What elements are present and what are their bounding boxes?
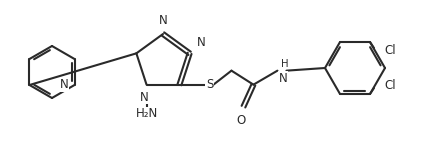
Text: Cl: Cl [383,79,395,92]
Text: O: O [236,114,246,127]
Text: N: N [59,78,69,91]
Text: H: H [281,59,288,69]
Text: N: N [196,36,205,49]
Text: Cl: Cl [383,43,395,56]
Text: N: N [140,91,148,104]
Text: N: N [278,72,286,85]
Text: S: S [205,78,213,91]
Text: H₂N: H₂N [135,107,157,120]
Text: N: N [158,14,167,27]
